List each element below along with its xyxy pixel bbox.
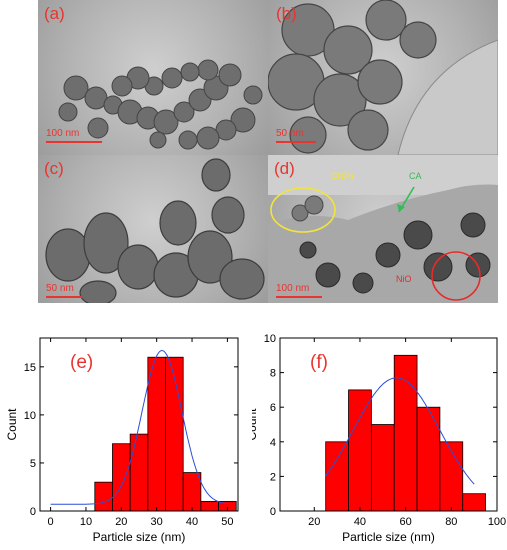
histogram-bar xyxy=(112,443,131,512)
micrograph-c xyxy=(45,158,265,303)
nio-label: NiO xyxy=(396,274,412,284)
scale-bar-b xyxy=(276,141,316,143)
tem-panel-b: (b) 50 nm xyxy=(268,0,498,155)
cnps-highlight xyxy=(270,187,336,233)
gaussian-fit-curve xyxy=(50,350,228,505)
x-tick-label: 30 xyxy=(151,516,163,528)
x-tick-label: 0 xyxy=(48,516,54,528)
y-tick-label: 10 xyxy=(264,333,276,345)
histogram-e-svg: 0 10 20 30 40 50 0 5 10 15 Particle size (nm) Count… xyxy=(5,337,239,544)
scale-text-a: 100 nm xyxy=(46,128,80,139)
x-tick-label: 60 xyxy=(400,516,412,528)
panel-label: (f) xyxy=(310,352,328,373)
x-tick-label: 100 xyxy=(488,516,506,528)
y-tick-label: 5 xyxy=(30,458,36,470)
scale-text-d: 100 nm xyxy=(276,283,310,294)
x-axis-label: Particle size (nm) xyxy=(342,530,435,544)
tem-panel-d: (d) CNPs CA NiO 100 nm xyxy=(268,155,498,303)
scale-bar-d xyxy=(276,296,322,298)
cnps-label: CNPs xyxy=(331,171,355,181)
y-tick-label: 15 xyxy=(24,362,36,374)
x-tick-label: 50 xyxy=(221,516,233,528)
y-tick-label: 0 xyxy=(270,506,276,518)
tem-panel-a: (a) 100 nm xyxy=(38,0,268,155)
scale-text-b: 50 nm xyxy=(276,128,304,139)
histogram-bar xyxy=(165,356,184,512)
scale-text-c: 50 nm xyxy=(46,283,74,294)
plot-frame xyxy=(39,337,239,512)
x-tick-label: 20 xyxy=(308,516,320,528)
y-tick-label: 0 xyxy=(30,506,36,518)
histogram-bar xyxy=(325,441,349,512)
histogram-bar xyxy=(147,356,166,512)
x-tick-label: 80 xyxy=(445,516,457,528)
micrograph-a xyxy=(58,59,263,150)
histogram-bar xyxy=(416,406,441,512)
histogram-bar xyxy=(94,481,113,512)
panel-label-a: (a) xyxy=(44,4,65,23)
y-tick-label: 2 xyxy=(270,471,276,483)
histogram-bar xyxy=(182,472,202,512)
scale-bar-a xyxy=(46,141,102,143)
y-tick-label: 6 xyxy=(270,402,276,414)
histogram-bar xyxy=(348,389,372,512)
panel-label-b: (b) xyxy=(276,4,297,23)
histogram-bar xyxy=(200,500,219,512)
y-tick-label: 10 xyxy=(24,410,36,422)
tem-panel-c: (c) 50 nm xyxy=(38,155,268,303)
x-tick-label: 20 xyxy=(115,516,127,528)
plot-frame xyxy=(279,337,498,512)
x-tick-label: 40 xyxy=(354,516,366,528)
histogram-bar xyxy=(129,433,149,512)
histogram-f: 20 40 60 80 100 0 2 4 6 8 10 Particle size (nm) Coun… xyxy=(252,328,507,550)
histogram-bar xyxy=(370,424,395,512)
y-tick-label: 8 xyxy=(270,368,276,380)
y-axis-label: Count xyxy=(252,408,259,441)
scale-bar-c xyxy=(46,296,82,298)
panel-label-d: (d) xyxy=(274,159,295,178)
panel-label: (e) xyxy=(70,352,93,373)
histogram-e: 0 10 20 30 40 50 0 5 10 15 Particle size (nm) Count… xyxy=(0,328,250,550)
ca-label: CA xyxy=(409,171,422,181)
histogram-f-svg: 20 40 60 80 100 0 2 4 6 8 10 Particle size (nm) Coun… xyxy=(252,333,506,544)
x-tick-label: 40 xyxy=(186,516,198,528)
x-tick-label: 10 xyxy=(80,516,92,528)
histogram-bar xyxy=(439,441,464,512)
panel-label-c: (c) xyxy=(44,159,64,178)
histogram-bar xyxy=(462,493,486,512)
y-axis-label: Count xyxy=(5,408,19,441)
x-axis-label: Particle size (nm) xyxy=(93,530,186,544)
y-tick-label: 4 xyxy=(270,437,276,449)
micrograph-b xyxy=(268,0,498,155)
gaussian-fit-curve xyxy=(325,377,475,485)
micrograph-d xyxy=(268,155,498,303)
nio-highlight xyxy=(431,251,481,301)
histogram-bar xyxy=(393,354,418,512)
